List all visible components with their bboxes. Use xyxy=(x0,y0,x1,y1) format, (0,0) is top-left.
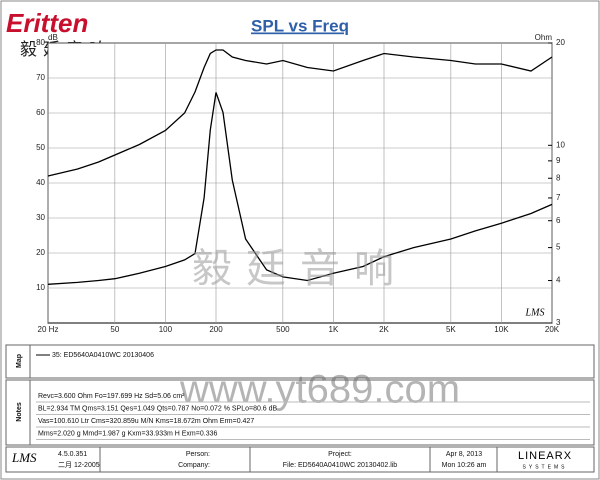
y2-tick-label: 20 xyxy=(556,38,565,47)
x-tick-label: 50 xyxy=(110,325,119,334)
y-tick-label: 70 xyxy=(36,73,45,82)
x-tick-label: 2K xyxy=(379,325,389,334)
footer xyxy=(5,446,595,473)
y-tick-label: 20 xyxy=(36,248,45,257)
chart-title: SPL vs Freq xyxy=(251,16,349,35)
vendor: LINEARX xyxy=(518,450,572,462)
x-tick-label: 200 xyxy=(209,325,223,334)
note-line: Vas=100.610 Ltr Cms=320.859u M/N Kms=18.… xyxy=(38,418,254,425)
y2-tick-label: 9 xyxy=(556,156,561,165)
person: Person: xyxy=(186,451,210,458)
y-tick-label: 10 xyxy=(36,283,45,292)
legend-entry: 35: ED5640A0410WC 20130406 xyxy=(52,352,154,359)
y2-tick-label: 5 xyxy=(556,243,561,252)
plot-logo: LMS xyxy=(525,307,545,318)
panel-label: Map xyxy=(16,354,23,368)
date: Apr 8, 2013 xyxy=(446,451,482,458)
file: File: ED5640A0410WC 20130402.lib xyxy=(283,462,398,469)
x-tick-label: 1K xyxy=(329,325,339,334)
note-line: BL=2.934 TM Qms=3.151 Qes=1.049 Qts=0.78… xyxy=(38,405,278,412)
app-logo: LMS xyxy=(11,450,37,465)
x-tick-label: 500 xyxy=(276,325,290,334)
version: 4.5.0.351 xyxy=(58,451,87,458)
vendor-sub: SYSTEMS xyxy=(523,464,568,470)
map-panel xyxy=(5,344,595,379)
y2-axis-label: Ohm xyxy=(535,33,553,42)
y-tick-label: 40 xyxy=(36,178,45,187)
logo-brand: Eritten xyxy=(6,8,88,38)
panel-label: Notes xyxy=(16,402,23,422)
x-tick-label: 10K xyxy=(494,325,509,334)
build-date: 二月 12-2005 xyxy=(58,461,100,469)
x-tick-label: 20 Hz xyxy=(38,325,59,334)
series-line xyxy=(47,49,553,177)
time: Mon 10:26 am xyxy=(442,462,487,469)
y2-tick-label: 10 xyxy=(556,140,565,149)
y-tick-label: 60 xyxy=(36,108,45,117)
notes-panel xyxy=(5,379,595,446)
note-line: Mms=2.020 g Mmd=1.987 g Kxm=33.933m H Ex… xyxy=(38,430,217,437)
y2-tick-label: 8 xyxy=(556,173,561,182)
y-axis-label: dB xyxy=(48,33,58,42)
project: Project: xyxy=(328,451,352,458)
y2-tick-label: 4 xyxy=(556,276,561,285)
x-tick-label: 20K xyxy=(545,325,560,334)
note-line: Revc=3.600 Ohm Fo=197.699 Hz Sd=5.06 cm² xyxy=(38,393,185,400)
watermark: 毅廷音响 xyxy=(192,246,408,292)
y-tick-label: 50 xyxy=(36,143,45,152)
x-tick-label: 100 xyxy=(159,325,173,334)
y2-tick-label: 3 xyxy=(556,318,561,327)
y-tick-label: 80 xyxy=(36,38,45,47)
y2-tick-label: 7 xyxy=(556,193,561,202)
y-tick-label: 30 xyxy=(36,213,45,222)
series-line xyxy=(47,92,553,285)
y2-tick-label: 6 xyxy=(556,216,561,225)
watermark: www.yt689.com xyxy=(179,368,460,412)
company: Company: xyxy=(178,462,210,469)
x-tick-label: 5K xyxy=(446,325,456,334)
